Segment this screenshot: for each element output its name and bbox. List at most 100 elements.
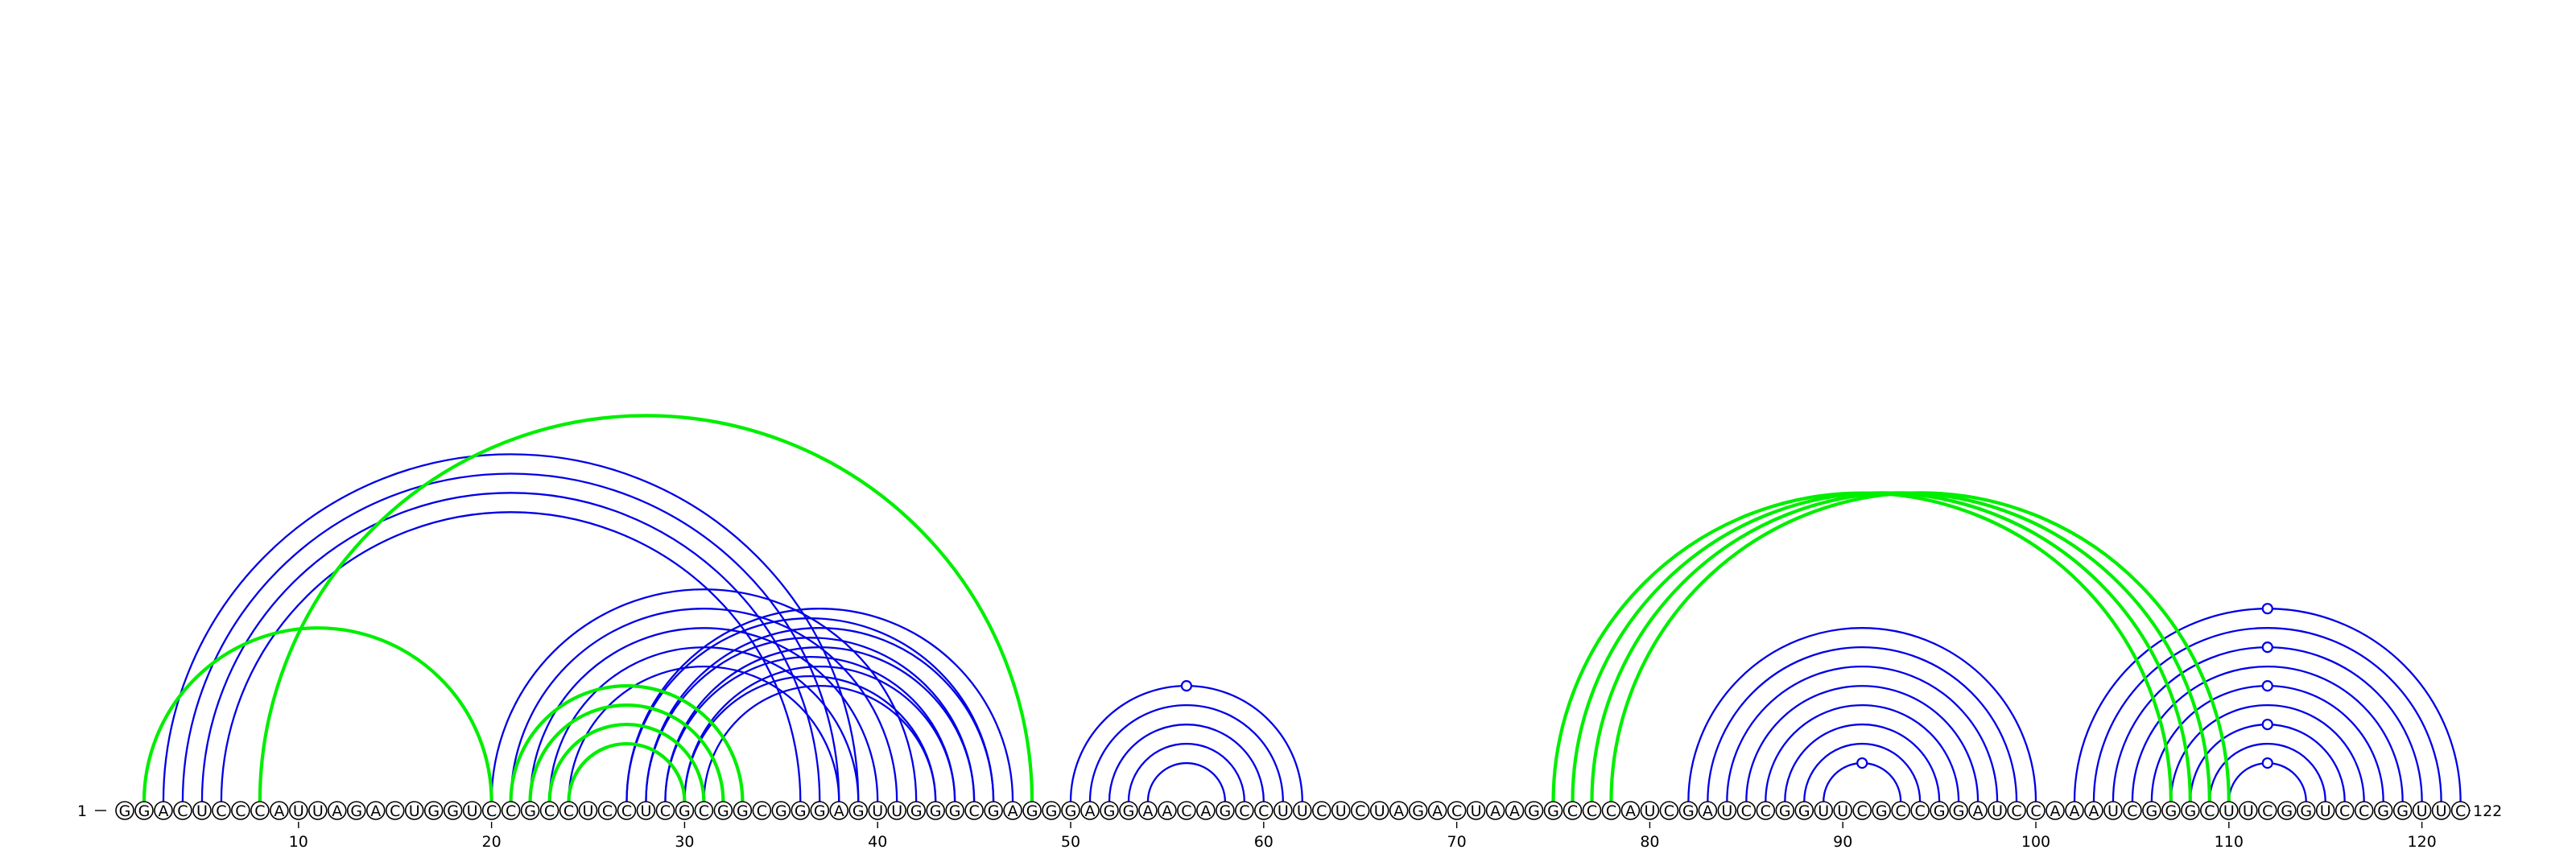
loop-marker-112-108 [2261, 718, 2273, 731]
nucleotide-98: U [1988, 801, 2007, 820]
nucleotide-letter: G [814, 802, 826, 820]
nucleotide-circle [1274, 801, 1293, 820]
nucleotide-circle [1756, 801, 1776, 820]
nucleotide-59: C [1235, 801, 1254, 820]
nucleotide-circle [1119, 801, 1138, 820]
nucleotide-letter: C [1239, 802, 1249, 820]
nucleotide-letter: C [2204, 802, 2215, 820]
nucleotide-letter: C [1181, 802, 1191, 820]
green-arc-77-109 [1590, 491, 2211, 802]
nucleotide-22: G [520, 801, 540, 820]
nucleotide-circle [713, 801, 733, 820]
nucleotide-circle [2161, 801, 2181, 820]
blue-arc-85-97 [1745, 684, 1979, 802]
nucleotide-letter: G [679, 802, 691, 820]
nucleotide-27: C [617, 801, 637, 820]
nucleotide-letter: G [2300, 802, 2312, 820]
nucleotide-13: G [346, 801, 366, 820]
nucleotide-52: G [1100, 801, 1119, 820]
nucleotide-10: U [289, 801, 308, 820]
nucleotide-56: C [1177, 801, 1196, 820]
nucleotide-19: U [462, 801, 482, 820]
nucleotide-letter: C [216, 802, 226, 820]
nucleotide-circle [2142, 801, 2161, 820]
nucleotide-circle [945, 801, 964, 820]
nucleotide-circle [1138, 801, 1158, 820]
blue-arc-83-99 [1707, 646, 2018, 802]
nucleotide-circle [810, 801, 830, 820]
nucleotide-circle [984, 801, 1003, 820]
green-arc-8-48 [258, 414, 1034, 802]
tick-label-30: 30 [675, 833, 694, 851]
nucleotide-letter: G [1682, 802, 1695, 820]
nucleotide-110: U [2219, 801, 2239, 820]
nucleotide-circle [1158, 801, 1177, 820]
nucleotide-69: A [1427, 801, 1447, 820]
nucleotide-circle [1350, 801, 1370, 820]
nucleotide-1: G [115, 801, 134, 820]
nucleotide-circle [2334, 801, 2355, 820]
nucleotide-circle [791, 801, 811, 820]
nucleotide-circle [1216, 801, 1235, 820]
nucleotide-letter: C [2127, 802, 2137, 820]
nucleotide-circle [1833, 801, 1853, 820]
nucleotide-letter: G [2165, 802, 2178, 820]
nucleotide-2: G [134, 801, 154, 820]
nucleotide-circle [212, 801, 231, 820]
nucleotide-letter: G [1219, 802, 1231, 820]
nucleotide-circle [655, 801, 675, 820]
nucleotide-letter: U [2223, 802, 2235, 820]
nucleotide-circle [462, 801, 482, 820]
green-arc-2-20 [142, 626, 493, 802]
nucleotide-97: A [1968, 801, 1988, 820]
green-arc-22-32 [528, 703, 725, 802]
nucleotide-circle [2026, 801, 2046, 820]
nucleotide-102: A [2065, 801, 2084, 820]
nucleotide-30: G [675, 801, 695, 820]
nucleotide-circle [1988, 801, 2007, 820]
nucleotide-letter: G [1412, 802, 1424, 820]
nucleotide-89: U [1814, 801, 1834, 820]
nucleotide-letter: U [1278, 802, 1289, 820]
nucleotide-circle [2296, 801, 2316, 820]
nucleotide-letter: G [2184, 802, 2196, 820]
blue-arc-110-114 [2227, 761, 2307, 802]
green-arc-23-31 [547, 723, 706, 802]
nucleotide-letter: C [544, 802, 555, 820]
nucleotide-circle [1022, 801, 1042, 820]
nucleotide-circle [154, 801, 173, 820]
nucleotide-letter: G [2396, 802, 2409, 820]
nucleotide-circle [617, 801, 637, 820]
nucleotide-46: G [984, 801, 1003, 820]
nucleotide-letter: C [2339, 802, 2350, 820]
nucleotide-letter: A [1200, 802, 1211, 820]
nucleotide-94: C [1910, 801, 1930, 820]
nucleotide-6: C [212, 801, 231, 820]
nucleotide-14: A [365, 801, 386, 820]
nucleotide-letter: C [390, 802, 400, 820]
loop-marker-112-110 [2261, 757, 2273, 769]
nucleotide-117: C [2354, 801, 2374, 820]
nucleotide-circle [2354, 801, 2374, 820]
blue-arc-20-42 [490, 588, 918, 802]
nucleotide-letter: G [427, 802, 440, 820]
nucleotide-letter: A [1973, 802, 1984, 820]
blue-arc-107-117 [2169, 703, 2365, 802]
nucleotide-letter: U [872, 802, 883, 820]
nucleotide-circle [1485, 801, 1505, 820]
nucleotide-62: U [1292, 801, 1312, 820]
blue-arc-109-115 [2208, 742, 2326, 802]
nucleotide-circle [1775, 801, 1795, 820]
nucleotide-37: G [810, 801, 830, 820]
nucleotide-circle [1678, 801, 1699, 820]
nucleotide-77: C [1582, 801, 1602, 820]
nucleotide-61: U [1274, 801, 1293, 820]
nucleotide-letter: C [699, 802, 709, 820]
nucleotide-circle [1408, 801, 1428, 820]
nucleotide-circle [1949, 801, 1968, 820]
nucleotide-letter: C [968, 802, 979, 820]
nucleotide-28: U [636, 801, 656, 820]
nucleotide-letter: C [1914, 802, 1925, 820]
nucleotide-71: U [1466, 801, 1486, 820]
